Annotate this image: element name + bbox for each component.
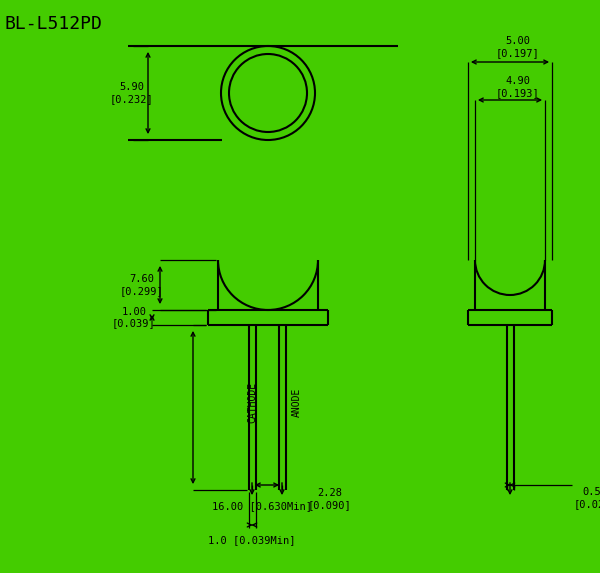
Text: 5.00
[0.197]: 5.00 [0.197]	[496, 36, 540, 58]
Text: 2.28
[0.090]: 2.28 [0.090]	[308, 488, 352, 510]
Text: 4.90
[0.193]: 4.90 [0.193]	[496, 76, 540, 98]
Text: 16.00 [0.630Min]: 16.00 [0.630Min]	[212, 501, 312, 511]
Text: BL-L512PD: BL-L512PD	[5, 15, 103, 33]
Text: 5.90
[0.232]: 5.90 [0.232]	[110, 82, 154, 104]
Text: 7.60
[0.299]: 7.60 [0.299]	[120, 274, 164, 296]
Text: 1.0 [0.039Min]: 1.0 [0.039Min]	[208, 535, 296, 545]
Text: CATHODE: CATHODE	[247, 382, 257, 422]
Text: 1.00
[0.039]: 1.00 [0.039]	[112, 307, 156, 328]
Text: ANODE: ANODE	[292, 387, 302, 417]
Text: 0.50
[0.020]: 0.50 [0.020]	[573, 487, 600, 509]
